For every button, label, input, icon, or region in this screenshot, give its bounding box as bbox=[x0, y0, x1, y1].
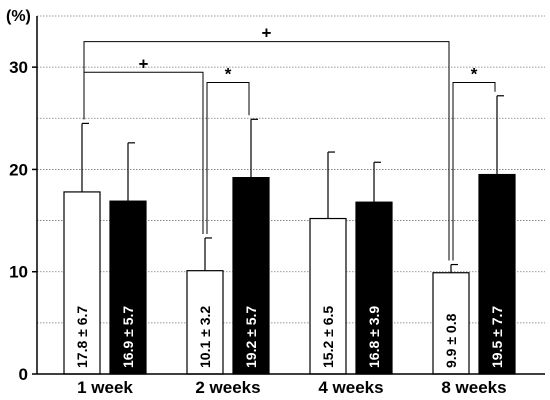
x-tick-label: 2 weeks bbox=[195, 378, 260, 397]
significance-marker: * bbox=[471, 64, 478, 83]
bar-value-label: 16.8 ± 3.9 bbox=[366, 306, 382, 368]
error-bars bbox=[81, 95, 504, 273]
bar-value-labels: 17.8 ± 6.7 10.1 ± 3.2 15.2 ± 6.5 9.9 ± 0.8 1… bbox=[74, 306, 505, 368]
significance-bracket bbox=[452, 81, 496, 261]
axes bbox=[32, 16, 545, 375]
significance-bracket bbox=[206, 81, 250, 234]
y-tick-label: 30 bbox=[9, 58, 28, 77]
significance-brackets: + * + * bbox=[83, 24, 496, 261]
significance-marker: + bbox=[139, 54, 149, 73]
y-tick-label: 20 bbox=[9, 160, 28, 179]
significance-marker: + bbox=[262, 24, 272, 43]
bar bbox=[63, 191, 101, 375]
x-tick-label: 1 week bbox=[77, 378, 133, 397]
significance-bracket bbox=[83, 41, 450, 261]
y-axis-unit-label: (%) bbox=[6, 8, 31, 25]
bar-value-label: 16.9 ± 5.7 bbox=[120, 306, 136, 368]
x-tick-label: 8 weeks bbox=[441, 378, 506, 397]
bar-value-label: 15.2 ± 6.5 bbox=[320, 306, 336, 368]
bar bbox=[355, 201, 393, 375]
bar-value-label: 17.8 ± 6.7 bbox=[74, 306, 90, 368]
bars bbox=[63, 173, 516, 375]
tick-labels: 0 10 20 30 1 week 2 weeks 4 weeks 8 weeks bbox=[9, 58, 507, 397]
significance-marker: * bbox=[225, 64, 232, 83]
bar-value-label: 10.1 ± 3.2 bbox=[197, 306, 213, 368]
bar-value-label: 19.5 ± 7.7 bbox=[489, 306, 505, 368]
x-tick-label: 4 weeks bbox=[318, 378, 383, 397]
bar-value-label: 19.2 ± 5.7 bbox=[243, 306, 259, 368]
y-tick-label: 10 bbox=[9, 263, 28, 282]
bar-value-label: 9.9 ± 0.8 bbox=[443, 313, 459, 368]
y-tick-label: 0 bbox=[19, 365, 28, 384]
